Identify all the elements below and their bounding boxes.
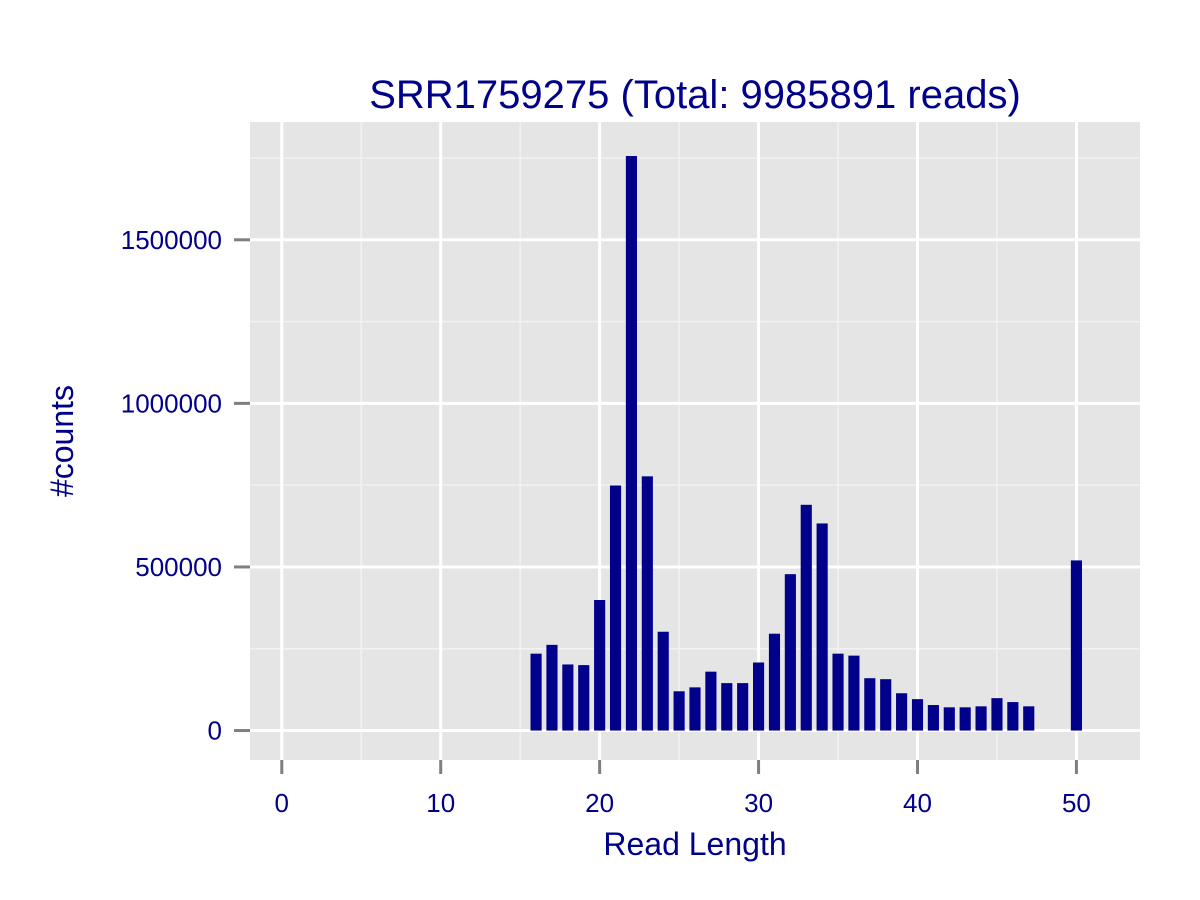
bar-length-27 — [705, 671, 717, 731]
bar-length-42 — [943, 707, 955, 731]
bar-length-44 — [975, 706, 987, 731]
bar-length-31 — [768, 633, 781, 731]
chart-title: SRR1759275 (Total: 9985891 reads) — [369, 73, 1021, 117]
bar-length-20 — [594, 600, 606, 731]
bar-series — [530, 156, 1082, 731]
bar-length-19 — [578, 665, 590, 731]
bar-length-36 — [848, 655, 860, 731]
x-tick-label: 40 — [903, 788, 932, 818]
bar-length-39 — [896, 693, 908, 731]
y-tick-labels: 0 500000 1000000 1500000 — [121, 225, 222, 746]
x-axis-label: Read Length — [603, 826, 786, 862]
bar-length-16 — [530, 653, 542, 731]
plot-panel — [250, 122, 1140, 760]
bar-length-38 — [880, 679, 892, 731]
bar-length-23 — [641, 476, 653, 731]
bar-length-30 — [753, 662, 765, 731]
bar-length-45 — [991, 698, 1003, 731]
x-tick-labels: 0 10 20 30 40 50 — [275, 788, 1091, 818]
bar-length-32 — [784, 574, 796, 731]
y-axis-label: #counts — [44, 385, 80, 497]
bar-length-35 — [832, 653, 844, 731]
bar-length-41 — [927, 705, 939, 731]
bar-length-47 — [1023, 706, 1035, 731]
bar-length-26 — [689, 687, 701, 731]
y-tick-label: 1500000 — [121, 225, 222, 255]
bar-length-22 — [625, 156, 637, 731]
axis-ticks — [234, 238, 1078, 774]
bar-length-24 — [657, 631, 669, 731]
bar-length-18 — [562, 664, 574, 731]
x-tick-label: 20 — [585, 788, 614, 818]
y-tick-label: 0 — [208, 716, 222, 746]
major-gridlines — [250, 122, 1140, 760]
bar-length-17 — [546, 644, 558, 731]
y-tick-label: 1000000 — [121, 388, 222, 418]
bar-length-43 — [959, 707, 971, 731]
x-tick-label: 10 — [426, 788, 455, 818]
bar-length-50 — [1070, 560, 1082, 731]
bar-length-37 — [864, 678, 876, 731]
y-tick-label: 500000 — [135, 552, 222, 582]
x-tick-label: 30 — [744, 788, 773, 818]
bar-length-25 — [673, 691, 685, 731]
bar-length-33 — [800, 504, 812, 731]
bar-length-34 — [816, 523, 828, 731]
minor-gridlines — [250, 122, 1140, 760]
bar-length-29 — [737, 683, 749, 731]
x-tick-label: 50 — [1062, 788, 1091, 818]
bar-length-28 — [721, 683, 733, 731]
bar-length-46 — [1007, 702, 1019, 731]
x-tick-label: 0 — [275, 788, 289, 818]
bar-length-40 — [911, 699, 924, 731]
bar-length-21 — [609, 485, 622, 731]
